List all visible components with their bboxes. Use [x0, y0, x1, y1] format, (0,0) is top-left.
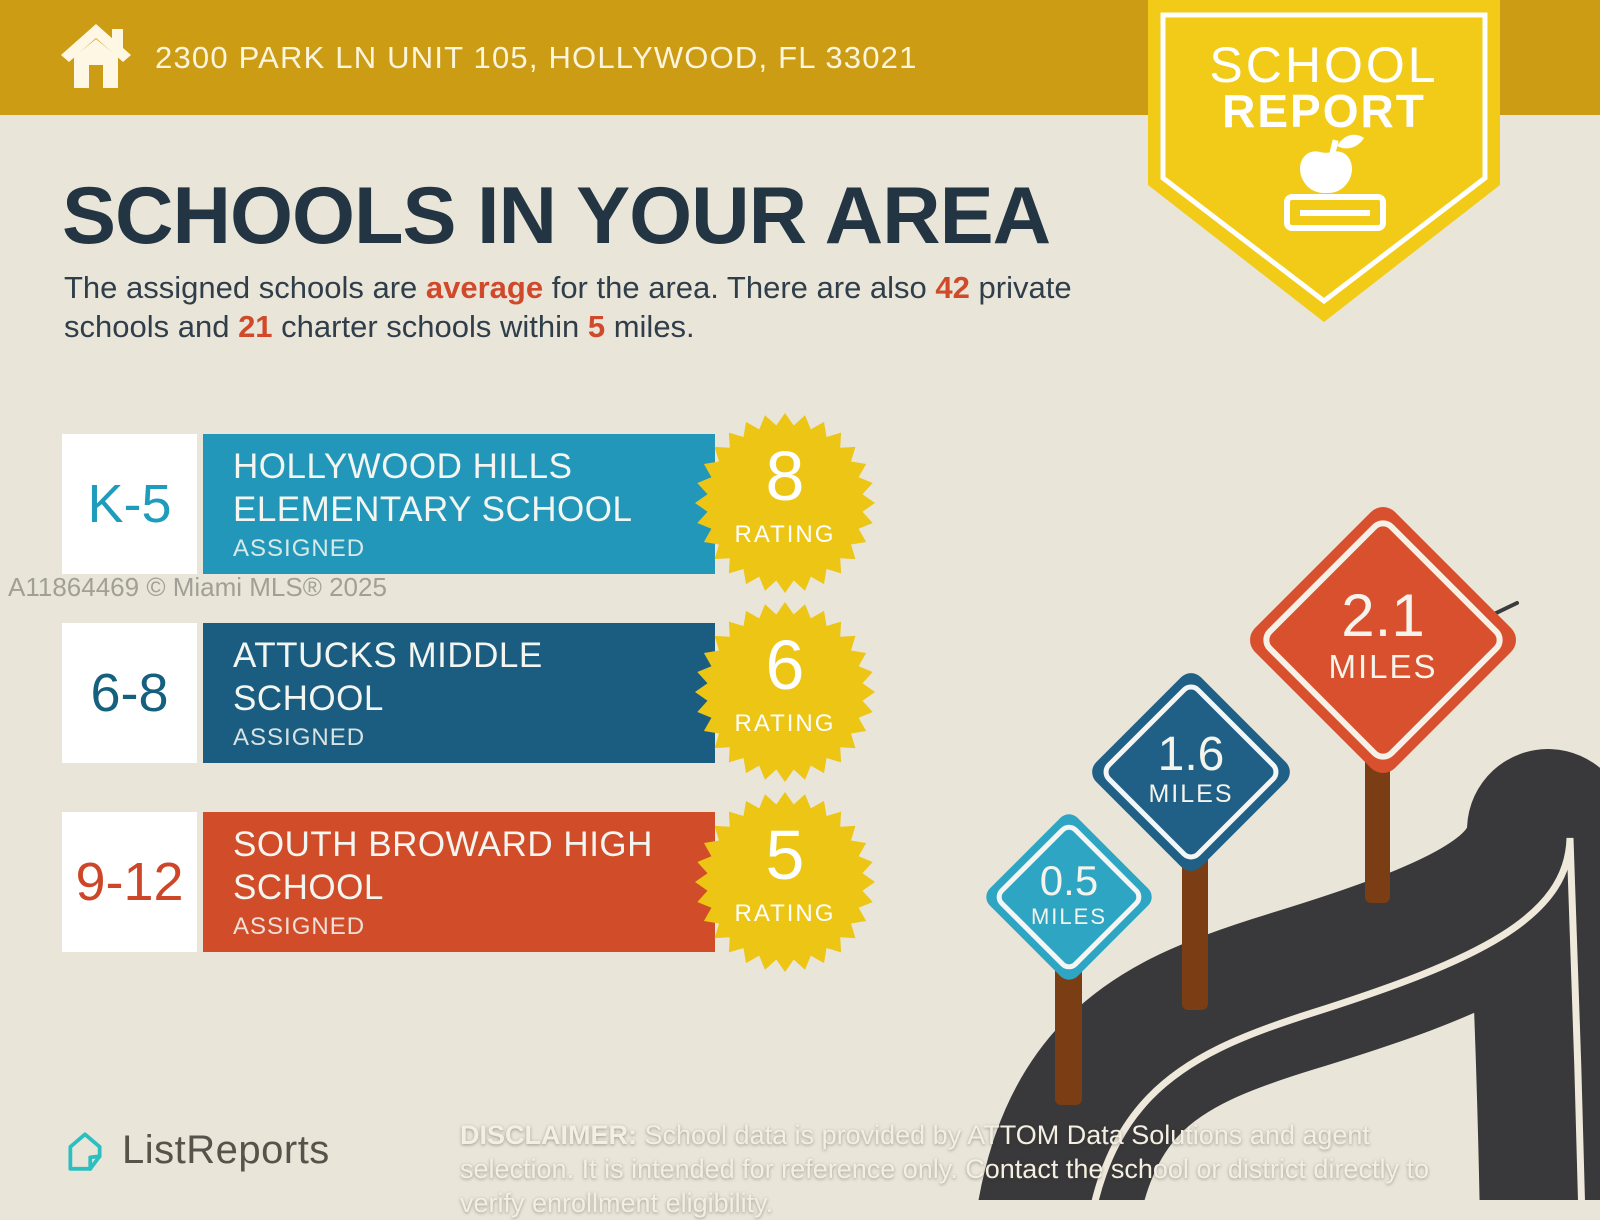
badge-line1: SCHOOL	[1209, 37, 1439, 93]
svg-text:MILES: MILES	[1148, 780, 1233, 808]
svg-text:1.6: 1.6	[1158, 728, 1225, 781]
road-shape	[979, 749, 1600, 1200]
listreports-house-icon	[68, 1132, 102, 1171]
rating-starburst: 6 RATING	[695, 602, 875, 782]
rating-label: RATING	[734, 900, 836, 927]
listreports-logo: ListReports	[62, 1122, 330, 1178]
home-icon	[61, 24, 131, 88]
sign-2-1-miles: 2.1 MILES	[1250, 507, 1516, 773]
brand-name: ListReports	[122, 1127, 330, 1172]
school-row-high: 9-12 SOUTH BROWARD HIGH SCHOOL ASSIGNED 5…	[0, 792, 900, 972]
sign-1-6-miles: 1.6 MILES	[1092, 673, 1290, 871]
rating-label: RATING	[734, 710, 836, 737]
grade-range-box: K-5	[62, 434, 197, 574]
starburst-icon	[695, 413, 875, 593]
intro-paragraph: The assigned schools are average for the…	[64, 270, 1072, 344]
rating-value: 6	[765, 626, 805, 704]
road-distance-illustration: 0.5 MILES 1.6 MILES 2.1 MILES	[979, 507, 1600, 1200]
school-row-elementary: K-5 HOLLYWOOD HILLS ELEMENTARY SCHOOL ASS…	[0, 413, 900, 593]
school-bar: SOUTH BROWARD HIGH SCHOOL ASSIGNED	[203, 812, 715, 952]
school-name: SOUTH BROWARD HIGH SCHOOL	[233, 825, 653, 907]
school-row-middle: 6-8 ATTUCKS MIDDLE SCHOOL ASSIGNED 6 RATI…	[0, 602, 900, 782]
badge-line2: REPORT	[1222, 85, 1426, 137]
disclaimer-text: DISCLAIMER: School data is provided by A…	[460, 1120, 1429, 1218]
post-medium	[1182, 840, 1208, 1010]
page-title: SCHOOLS IN YOUR AREA	[62, 171, 1051, 261]
post-large	[1365, 740, 1390, 903]
grade-range-box: 6-8	[62, 623, 197, 763]
svg-text:MILES: MILES	[1328, 648, 1437, 685]
mls-watermark: A11864469 © Miami MLS® 2025	[8, 572, 387, 602]
apple-book-icon	[1284, 134, 1386, 231]
rating-starburst: 8 RATING	[695, 413, 875, 593]
school-bar: ATTUCKS MIDDLE SCHOOL ASSIGNED	[203, 623, 715, 763]
school-name: HOLLYWOOD HILLS ELEMENTARY SCHOOL	[233, 447, 633, 529]
svg-text:MILES: MILES	[1031, 904, 1107, 929]
assigned-label: ASSIGNED	[233, 913, 366, 940]
rating-label: RATING	[734, 521, 836, 548]
assigned-label: ASSIGNED	[233, 535, 366, 562]
property-address: 2300 PARK LN UNIT 105, HOLLYWOOD, FL 330…	[155, 39, 918, 75]
disclaimer-label: DISCLAIMER:	[460, 1120, 637, 1150]
rating-starburst: 5 RATING	[695, 792, 875, 972]
rating-value: 5	[765, 816, 805, 894]
assigned-label: ASSIGNED	[233, 724, 366, 751]
sign-0-5-miles: 0.5 MILES	[986, 814, 1152, 980]
starburst-icon	[695, 792, 875, 972]
school-bar: HOLLYWOOD HILLS ELEMENTARY SCHOOL ASSIGNE…	[203, 434, 715, 574]
school-report-badge: SCHOOL REPORT	[1148, 0, 1500, 322]
grade-range-box: 9-12	[62, 812, 197, 952]
ribbon-icon	[1148, 0, 1500, 322]
svg-text:0.5: 0.5	[1040, 857, 1098, 904]
rating-value: 8	[765, 437, 805, 515]
starburst-icon	[695, 602, 875, 782]
road-centerline	[1091, 837, 1586, 1200]
svg-text:2.1: 2.1	[1341, 582, 1424, 649]
school-name: ATTUCKS MIDDLE SCHOOL	[233, 636, 543, 718]
